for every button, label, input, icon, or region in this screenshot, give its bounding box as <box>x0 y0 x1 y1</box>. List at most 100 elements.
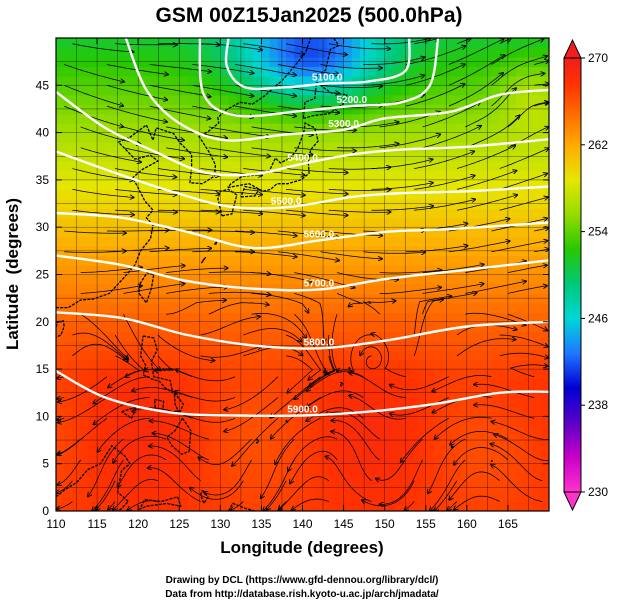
streamline <box>149 84 211 96</box>
heat-cell <box>138 425 147 436</box>
contour-label: 5600.0 <box>304 229 335 240</box>
heat-cell <box>343 142 353 153</box>
heat-cell <box>195 170 205 181</box>
heat-cell <box>212 142 221 153</box>
heat-cell <box>524 350 534 361</box>
heat-cell <box>442 246 451 257</box>
heat-cell <box>442 104 451 115</box>
heat-cell <box>384 170 394 181</box>
heat-cell <box>392 321 402 332</box>
streamline <box>286 168 348 173</box>
heat-cell <box>56 388 65 399</box>
heat-cell <box>195 492 205 503</box>
heat-cell <box>138 179 147 190</box>
heat-cell <box>64 340 74 351</box>
heat-cell <box>425 236 435 247</box>
streamline <box>277 230 339 238</box>
heat-cell <box>253 113 263 124</box>
heat-cell <box>228 359 238 370</box>
heat-cell <box>187 47 197 58</box>
heat-cell <box>253 406 263 417</box>
heat-cell <box>335 359 345 370</box>
heat-cell <box>310 56 320 67</box>
streamline <box>57 501 73 509</box>
streamline <box>454 447 509 465</box>
heat-cell <box>105 170 115 181</box>
heat-cell <box>146 463 156 474</box>
heat-cell <box>138 444 147 455</box>
heat-cell <box>483 151 493 162</box>
heat-cell <box>491 151 501 162</box>
heat-cell <box>384 454 394 465</box>
heat-cell <box>302 47 312 58</box>
streamline <box>123 147 184 159</box>
heat-cell <box>56 227 65 238</box>
heat-cell <box>212 47 221 58</box>
streamline <box>509 365 548 378</box>
heat-cell <box>409 85 419 96</box>
streamline <box>320 105 383 107</box>
heat-cell <box>294 265 304 276</box>
heat-cell <box>269 378 279 389</box>
heat-cell <box>179 47 189 58</box>
heat-cell <box>335 501 345 511</box>
heat-cell <box>343 104 353 115</box>
heat-cell <box>442 227 451 238</box>
heat-cell <box>540 406 549 417</box>
heat-cell <box>327 274 336 285</box>
heat-cell <box>499 94 509 105</box>
heat-cell <box>72 425 82 436</box>
heat-cell <box>244 350 254 361</box>
heat-cell <box>540 265 549 276</box>
heat-cell <box>220 265 230 276</box>
heat-cell <box>433 454 443 465</box>
heat-cell <box>401 501 410 511</box>
heat-cell <box>171 501 180 511</box>
heat-cell <box>516 312 525 323</box>
streamline <box>422 284 484 294</box>
heat-cell <box>212 179 221 190</box>
heat-cell <box>302 482 312 493</box>
heat-cell <box>244 492 254 503</box>
heat-cell <box>171 208 180 219</box>
heat-cell <box>138 160 147 172</box>
heat-cell <box>113 416 123 427</box>
heat-cell <box>138 388 147 399</box>
heat-cell <box>450 378 460 389</box>
heat-cell <box>540 397 549 408</box>
heat-cell <box>450 227 460 238</box>
heat-cell <box>458 482 468 493</box>
heat-cell <box>491 293 501 304</box>
heat-cell <box>376 435 386 446</box>
heat-cell <box>195 397 205 408</box>
heat-cell <box>302 227 312 238</box>
heat-cell <box>56 340 65 351</box>
streamline <box>295 355 336 399</box>
heat-cell <box>286 113 295 124</box>
heat-cell <box>129 397 139 408</box>
heat-cell <box>88 425 98 436</box>
heat-cell <box>121 94 131 105</box>
heat-cell <box>524 75 534 86</box>
heat-cell <box>64 227 74 238</box>
heat-cell <box>261 104 271 115</box>
heat-cell <box>179 312 189 323</box>
heat-cell <box>335 369 345 380</box>
heat-cell <box>269 104 279 115</box>
heat-cell <box>162 179 172 190</box>
heat-cell <box>121 255 131 266</box>
heat-cell <box>88 217 98 228</box>
heat-cell <box>360 302 369 313</box>
heat-cell <box>360 170 369 181</box>
heat-cell <box>294 378 304 389</box>
heat-cell <box>310 416 320 427</box>
heat-cell <box>105 454 115 465</box>
heat-cell <box>212 463 221 474</box>
heat-cell <box>212 236 221 247</box>
heat-cell <box>129 359 139 370</box>
heat-cell <box>121 274 131 285</box>
heat-cell <box>343 160 353 172</box>
heat-cell <box>499 198 509 209</box>
heat-cell <box>244 236 254 247</box>
heat-cell <box>80 75 90 86</box>
